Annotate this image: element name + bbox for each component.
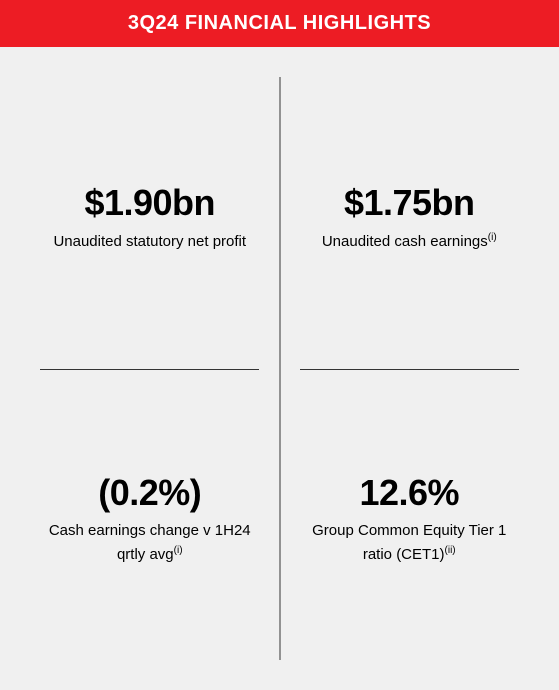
metric-value-3: 12.6%: [359, 472, 459, 514]
header-title-bar: 3Q24 FINANCIAL HIGHLIGHTS: [0, 0, 559, 47]
metric-label-1: Unaudited cash earnings(i): [322, 230, 497, 254]
metric-cell-1: $1.75bn Unaudited cash earnings(i): [280, 67, 540, 369]
metric-value-0: $1.90bn: [84, 182, 215, 224]
financial-highlights-container: 3Q24 FINANCIAL HIGHLIGHTS $1.90bn Unaudi…: [0, 0, 559, 690]
header-title: 3Q24 FINANCIAL HIGHLIGHTS: [128, 12, 431, 34]
metric-cell-3: 12.6% Group Common Equity Tier 1 ratio (…: [280, 369, 540, 671]
metric-label-3: Group Common Equity Tier 1 ratio (CET1)(…: [300, 520, 520, 566]
metric-label-2: Cash earnings change v 1H24 qrtly avg(i): [40, 520, 260, 566]
metrics-grid: $1.90bn Unaudited statutory net profit $…: [0, 47, 559, 690]
metric-cell-0: $1.90bn Unaudited statutory net profit: [20, 67, 280, 369]
metric-value-1: $1.75bn: [344, 182, 475, 224]
metric-cell-2: (0.2%) Cash earnings change v 1H24 qrtly…: [20, 369, 280, 671]
metric-label-0: Unaudited statutory net profit: [53, 230, 246, 254]
metric-value-2: (0.2%): [98, 472, 201, 514]
